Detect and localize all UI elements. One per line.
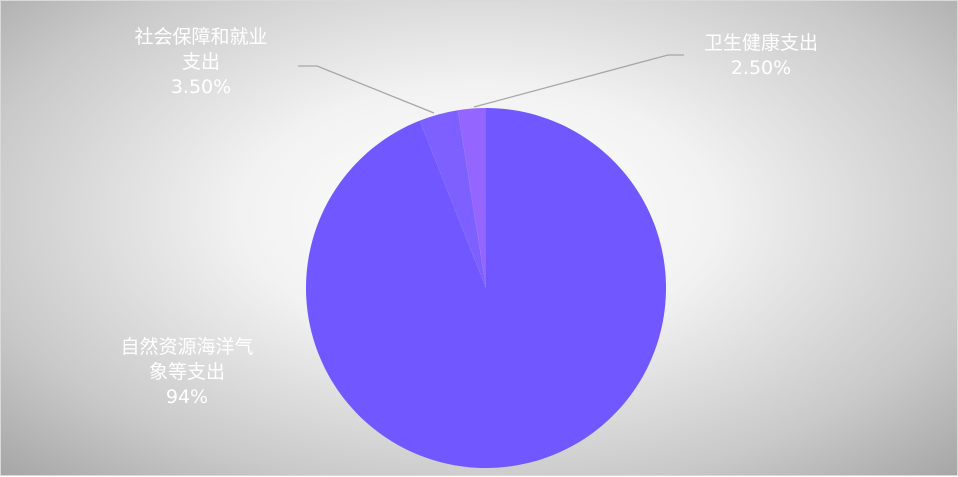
- data-label-category: 象等支出: [149, 361, 225, 383]
- data-label-value: 94%: [166, 386, 208, 408]
- leader-line: [298, 65, 435, 114]
- data-label-category: 社会保障和就业: [134, 26, 267, 48]
- data-label-category: 卫生健康支出: [704, 32, 818, 54]
- label-health: 卫生健康支出 2.50%: [704, 32, 818, 79]
- data-label-value: 2.50%: [731, 57, 791, 79]
- leader-line: [473, 54, 684, 108]
- data-label-category: 自然资源海洋气: [120, 336, 253, 358]
- data-label-value: 3.50%: [171, 76, 231, 98]
- leader-lines: [298, 54, 684, 114]
- slice-social-security: [419, 110, 486, 288]
- pie-slices: [305, 108, 666, 469]
- data-label-category: 支出: [182, 51, 220, 73]
- slice-health: [457, 108, 486, 288]
